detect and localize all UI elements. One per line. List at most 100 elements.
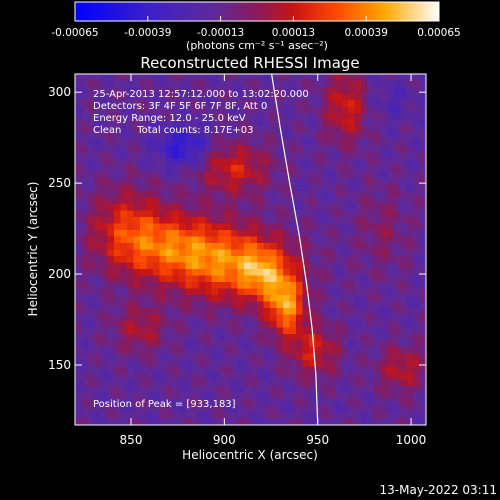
heatmap-cell <box>107 412 115 420</box>
heatmap-cell <box>133 106 141 114</box>
heatmap-cell <box>380 230 388 238</box>
heatmap-cell <box>419 165 426 173</box>
heatmap-cell <box>172 288 180 296</box>
heatmap-cell <box>185 171 193 179</box>
heatmap-cell <box>244 353 252 361</box>
heatmap-cell <box>127 399 135 407</box>
heatmap-cell <box>81 379 89 387</box>
heatmap-cell <box>237 249 245 257</box>
heatmap-cell <box>387 74 395 82</box>
heatmap-cell <box>419 171 426 179</box>
heatmap-cell <box>166 334 174 342</box>
heatmap-cell <box>283 288 291 296</box>
heatmap-cell <box>400 262 408 270</box>
heatmap-cell <box>309 132 317 140</box>
heatmap-cell <box>374 178 382 186</box>
heatmap-cell <box>393 184 401 192</box>
heatmap-cell <box>302 249 310 257</box>
heatmap-cell <box>380 418 388 425</box>
heatmap-cell <box>322 197 330 205</box>
heatmap-cell <box>140 275 148 283</box>
heatmap-cell <box>120 301 128 309</box>
heatmap-cell <box>127 340 135 348</box>
heatmap-cell <box>302 412 310 420</box>
heatmap-cell <box>387 347 395 355</box>
heatmap-cell <box>172 353 180 361</box>
heatmap-cell <box>322 366 330 374</box>
heatmap-cell <box>341 321 349 329</box>
heatmap-cell <box>328 405 336 413</box>
heatmap-cell <box>400 418 408 425</box>
colorbar-tick-label: -0.00065 <box>51 27 98 39</box>
heatmap-cell <box>289 340 297 348</box>
heatmap-cell <box>276 262 284 270</box>
heatmap-cell <box>250 113 258 121</box>
y-tick-label: 200 <box>48 267 71 281</box>
heatmap-cell <box>335 210 343 218</box>
heatmap-cell <box>348 223 356 231</box>
heatmap-cell <box>328 87 336 95</box>
heatmap-cell <box>341 80 349 88</box>
heatmap-cell <box>283 197 291 205</box>
heatmap-cell <box>205 399 213 407</box>
heatmap-cell <box>88 379 96 387</box>
heatmap-cell <box>419 119 426 127</box>
heatmap-cell <box>224 139 232 147</box>
heatmap-cell <box>133 340 141 348</box>
heatmap-cell <box>192 100 200 108</box>
heatmap-cell <box>296 301 304 309</box>
heatmap-cell <box>224 418 232 425</box>
heatmap-cell <box>133 321 141 329</box>
heatmap-cell <box>328 373 336 381</box>
heatmap-cell <box>263 119 271 127</box>
heatmap-cell <box>276 165 284 173</box>
heatmap-cell <box>88 80 96 88</box>
heatmap-cell <box>231 392 239 400</box>
heatmap-cell <box>296 379 304 387</box>
heatmap-cell <box>185 191 193 199</box>
heatmap-cell <box>75 113 83 121</box>
heatmap-cell <box>413 308 421 316</box>
heatmap-cell <box>367 262 375 270</box>
heatmap-cell <box>185 204 193 212</box>
heatmap-cell <box>289 243 297 251</box>
heatmap-cell <box>81 269 89 277</box>
heatmap-cell <box>270 100 278 108</box>
heatmap-cell <box>413 152 421 160</box>
heatmap-cell <box>153 132 161 140</box>
heatmap-cell <box>348 314 356 322</box>
heatmap-cell <box>341 386 349 394</box>
heatmap-cell <box>205 184 213 192</box>
heatmap-cell <box>159 418 167 425</box>
heatmap-cell <box>335 171 343 179</box>
heatmap-cell <box>387 217 395 225</box>
heatmap-cell <box>335 204 343 212</box>
heatmap-cell <box>387 236 395 244</box>
heatmap-cell <box>244 262 252 270</box>
heatmap-cell <box>127 334 135 342</box>
heatmap-cell <box>257 412 265 420</box>
heatmap-cell <box>120 392 128 400</box>
heatmap-cell <box>361 360 369 368</box>
heatmap-cell <box>133 262 141 270</box>
heatmap-cell <box>140 100 148 108</box>
heatmap-cell <box>101 399 109 407</box>
heatmap-cell <box>114 308 122 316</box>
heatmap-cell <box>140 353 148 361</box>
heatmap-cell <box>185 295 193 303</box>
heatmap-cell <box>374 288 382 296</box>
heatmap-cell <box>88 340 96 348</box>
heatmap-cell <box>250 314 258 322</box>
heatmap-cell <box>224 392 232 400</box>
heatmap-cell <box>302 379 310 387</box>
heatmap-cell <box>354 353 362 361</box>
heatmap-cell <box>413 262 421 270</box>
heatmap-cell <box>315 236 323 244</box>
heatmap-cell <box>270 119 278 127</box>
heatmap-cell <box>211 100 219 108</box>
heatmap-cell <box>146 256 154 264</box>
heatmap-cell <box>114 321 122 329</box>
heatmap-cell <box>296 223 304 231</box>
heatmap-cell <box>374 249 382 257</box>
heatmap-cell <box>159 158 167 166</box>
